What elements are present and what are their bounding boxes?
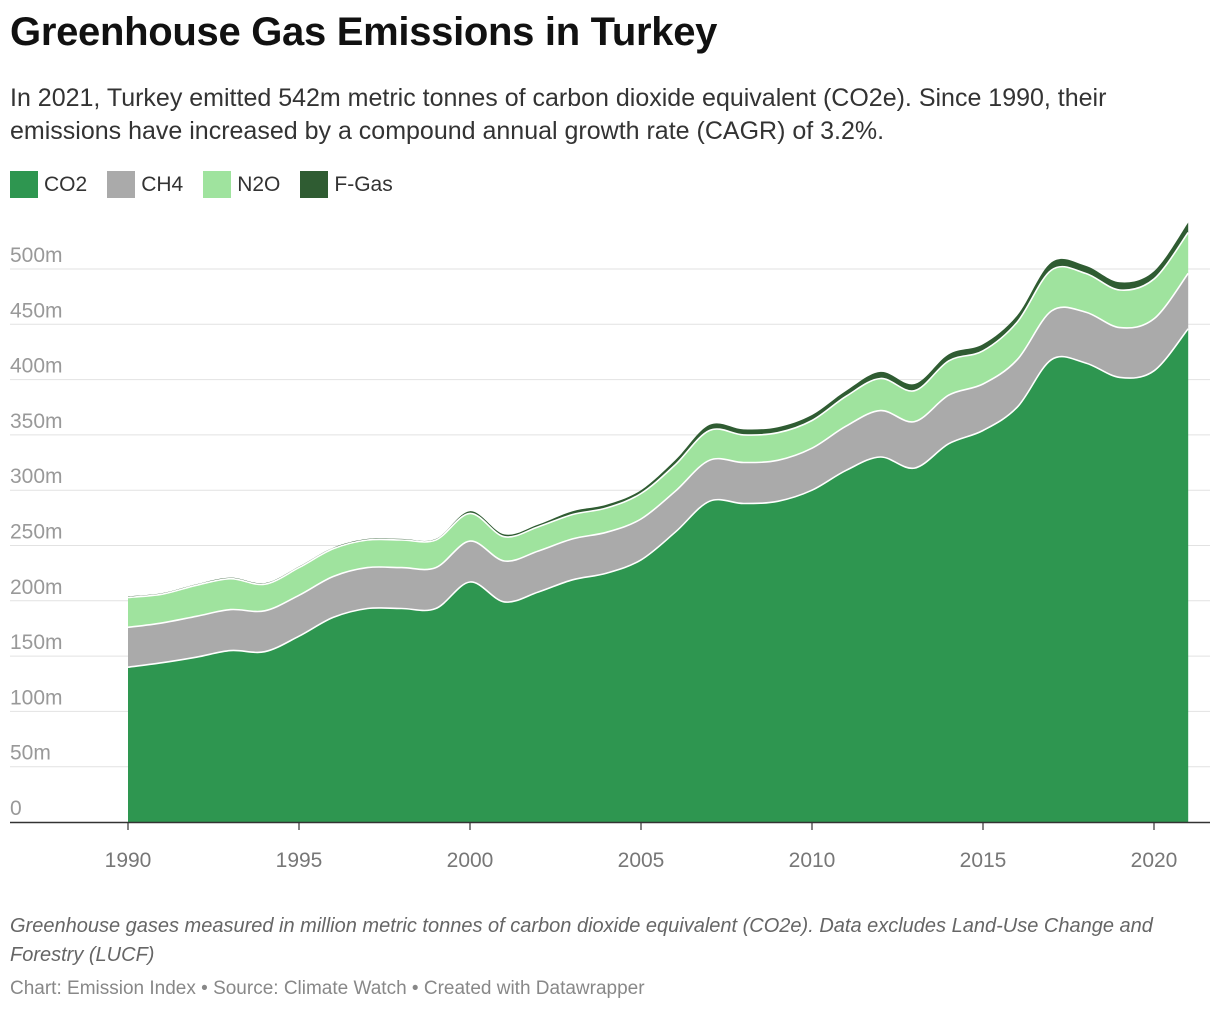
- chart-subtitle: In 2021, Turkey emitted 542m metric tonn…: [10, 84, 1107, 145]
- axes: 0 50m 100m 150m 200m 250m 300m 350m 400m 450m 500m…: [10, 244, 1210, 872]
- legend-label-n2o: N2O: [237, 172, 281, 196]
- x-tick-label: 1990: [105, 849, 152, 872]
- chart-title: Greenhouse Gas Emissions in Turkey: [10, 10, 718, 54]
- x-tick-label: 1995: [276, 849, 323, 872]
- y-tick-label: 300m: [10, 465, 63, 488]
- y-tick-label: 100m: [10, 686, 63, 709]
- legend-item-fgas: F-Gas: [300, 171, 393, 198]
- legend-item-ch4: CH4: [107, 171, 183, 198]
- y-tick-label: 50m: [10, 742, 51, 765]
- area-series: [127, 222, 1189, 822]
- separator-n2o: [127, 232, 1189, 599]
- legend-swatch-n2o: [203, 171, 232, 198]
- y-tick-label: 250m: [10, 521, 63, 544]
- legend-label-fgas: F-Gas: [334, 172, 393, 196]
- x-tick-label: 2020: [1131, 849, 1178, 872]
- x-tick-label: 2010: [789, 849, 836, 872]
- chart-legend: CO2 CH4 N2O F-Gas: [10, 171, 413, 198]
- area-ch4: [128, 273, 1189, 668]
- legend-swatch-fgas: [300, 171, 329, 198]
- area-n2o: [128, 232, 1189, 628]
- area-co2: [128, 328, 1189, 822]
- y-tick-label: 150m: [10, 631, 63, 654]
- x-tick-label: 2005: [618, 849, 665, 872]
- separator-ch4: [127, 272, 1189, 629]
- legend-label-ch4: CH4: [141, 172, 184, 196]
- legend-swatch-co2: [10, 171, 38, 198]
- legend-item-co2: CO2: [10, 171, 87, 198]
- legend-item-n2o: N2O: [203, 171, 280, 198]
- y-tick-label: 350m: [10, 410, 63, 433]
- x-tick-label: 2000: [447, 849, 494, 872]
- stacked-area-chart: 0 50m 100m 150m 200m 250m 300m 350m 400m 450m 500m…: [10, 222, 1210, 872]
- x-tick-label: 2015: [960, 849, 1007, 872]
- y-tick-label: 200m: [10, 576, 63, 599]
- chart-credit: Chart: Emission Index • Source: Climate …: [10, 978, 645, 999]
- y-tick-label: 450m: [10, 299, 63, 322]
- y-tick-label: 0: [10, 797, 22, 820]
- y-tick-label: 500m: [10, 244, 63, 267]
- legend-label-co2: CO2: [44, 172, 88, 196]
- legend-swatch-ch4: [107, 171, 136, 198]
- chart-notes: Greenhouse gases measured in million met…: [10, 915, 1153, 966]
- separator-co2: [127, 328, 1189, 668]
- y-tick-label: 400m: [10, 355, 63, 378]
